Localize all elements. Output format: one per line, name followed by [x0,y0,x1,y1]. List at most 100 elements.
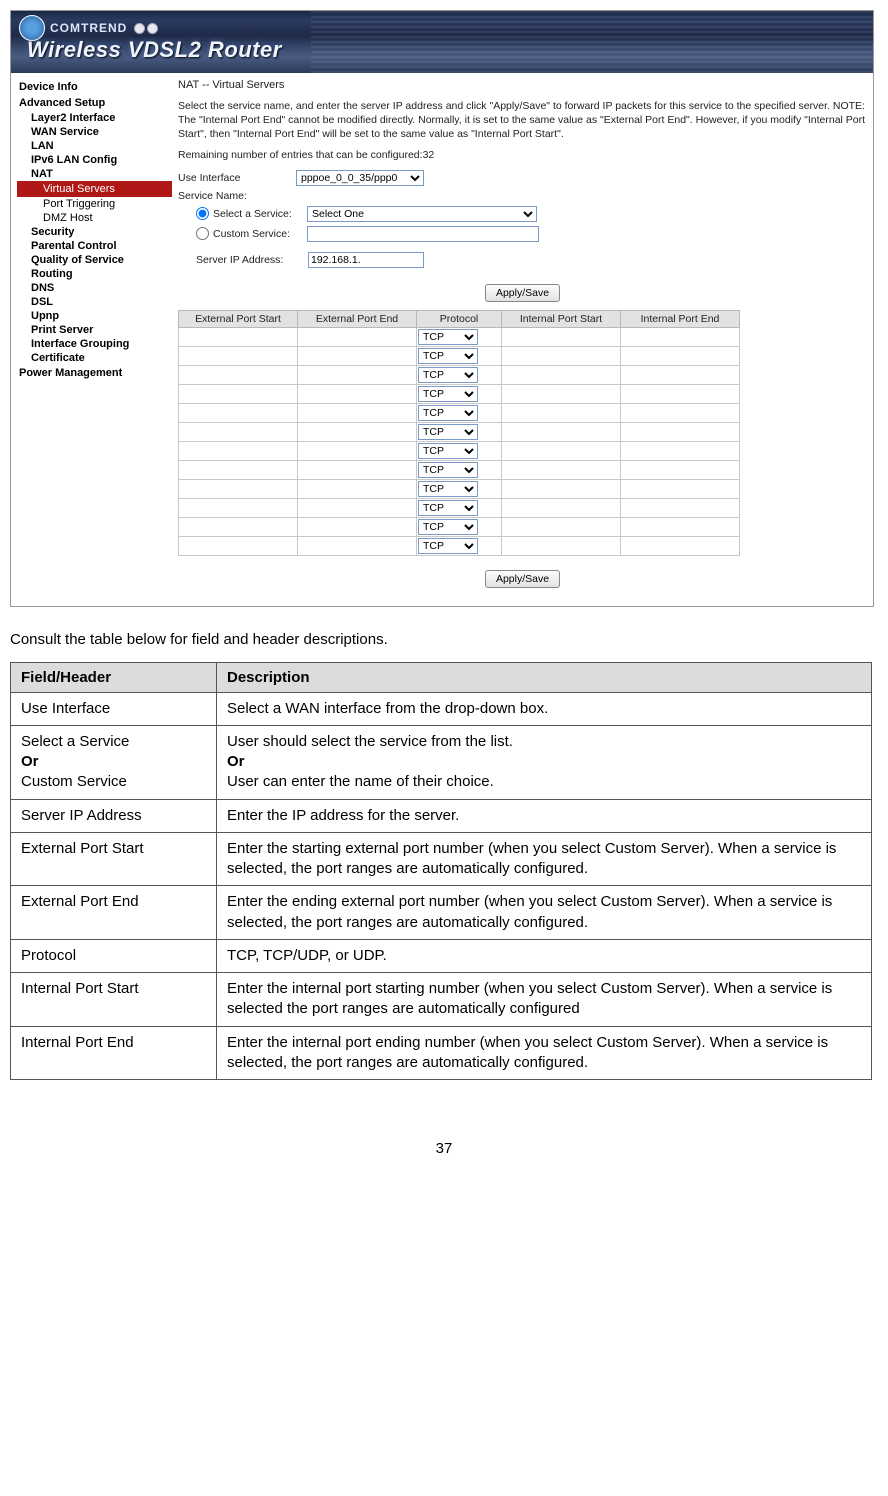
select-service-radio[interactable] [196,207,209,220]
port-input[interactable] [179,442,297,459]
protocol-select[interactable]: TCP [418,329,478,345]
nav-item-nat[interactable]: NAT [17,167,172,181]
port-input[interactable] [179,423,297,440]
port-input[interactable] [502,404,620,421]
port-input[interactable] [621,499,739,516]
port-input[interactable] [179,328,297,345]
protocol-select[interactable]: TCP [418,538,478,554]
port-input[interactable] [621,385,739,402]
nav-item-quality-of-service[interactable]: Quality of Service [17,253,172,267]
port-input[interactable] [298,480,416,497]
port-input[interactable] [621,480,739,497]
nav-item-ipv6-lan-config[interactable]: IPv6 LAN Config [17,153,172,167]
port-input[interactable] [179,480,297,497]
port-input[interactable] [179,404,297,421]
protocol-select[interactable]: TCP [418,424,478,440]
port-input[interactable] [179,385,297,402]
port-input[interactable] [621,461,739,478]
desc-description: Enter the internal port ending number (w… [217,1026,872,1080]
port-input[interactable] [502,461,620,478]
nav-item-power-management[interactable]: Power Management [17,365,172,381]
port-input[interactable] [502,480,620,497]
port-input[interactable] [298,442,416,459]
doc-intro: Consult the table below for field and he… [10,631,878,648]
port-input[interactable] [179,537,297,554]
port-input[interactable] [621,442,739,459]
ports-row: TCP [179,403,740,422]
port-input[interactable] [502,442,620,459]
use-interface-select[interactable]: pppoe_0_0_35/ppp0 [296,170,424,186]
nav-item-virtual-servers[interactable]: Virtual Servers [17,181,172,197]
server-ip-input[interactable] [308,252,424,268]
protocol-select[interactable]: TCP [418,386,478,402]
port-input[interactable] [298,423,416,440]
protocol-select[interactable]: TCP [418,367,478,383]
custom-service-input[interactable] [307,226,539,242]
port-input[interactable] [502,385,620,402]
port-input[interactable] [502,366,620,383]
protocol-select[interactable]: TCP [418,500,478,516]
nav-item-dns[interactable]: DNS [17,281,172,295]
port-input[interactable] [621,328,739,345]
nav-item-wan-service[interactable]: WAN Service [17,125,172,139]
nav-item-lan[interactable]: LAN [17,139,172,153]
port-input[interactable] [298,347,416,364]
port-input[interactable] [179,347,297,364]
port-input[interactable] [179,461,297,478]
port-input[interactable] [502,347,620,364]
protocol-select[interactable]: TCP [418,519,478,535]
nav-item-certificate[interactable]: Certificate [17,351,172,365]
port-input[interactable] [502,423,620,440]
port-input[interactable] [298,404,416,421]
nav-item-print-server[interactable]: Print Server [17,323,172,337]
port-input[interactable] [298,366,416,383]
protocol-select[interactable]: TCP [418,405,478,421]
port-input[interactable] [621,347,739,364]
custom-service-radio[interactable] [196,227,209,240]
nav-item-dsl[interactable]: DSL [17,295,172,309]
desc-th-field: Field/Header [11,662,217,692]
ports-header: External Port End [298,310,417,327]
brand-text: COMTREND [50,21,127,35]
apply-save-button-bottom[interactable]: Apply/Save [485,570,560,588]
nav-item-security[interactable]: Security [17,225,172,239]
port-input[interactable] [621,366,739,383]
port-input[interactable] [621,404,739,421]
main-content: NAT -- Virtual Servers Select the servic… [172,73,873,606]
nav-item-layer2-interface[interactable]: Layer2 Interface [17,111,172,125]
port-input[interactable] [179,518,297,535]
port-input[interactable] [621,518,739,535]
nav-item-upnp[interactable]: Upnp [17,309,172,323]
port-input[interactable] [298,461,416,478]
nav-item-device-info[interactable]: Device Info [17,79,172,95]
port-input[interactable] [502,328,620,345]
protocol-select[interactable]: TCP [418,481,478,497]
protocol-select[interactable]: TCP [418,443,478,459]
port-input[interactable] [621,423,739,440]
protocol-select[interactable]: TCP [418,348,478,364]
port-input[interactable] [502,537,620,554]
desc-description: User should select the service from the … [217,725,872,799]
port-input[interactable] [298,328,416,345]
port-input[interactable] [298,537,416,554]
nav-item-port-triggering[interactable]: Port Triggering [17,197,172,211]
port-input[interactable] [298,518,416,535]
nav-item-parental-control[interactable]: Parental Control [17,239,172,253]
port-input[interactable] [621,537,739,554]
select-service-dropdown[interactable]: Select One [307,206,537,222]
nav-item-advanced-setup[interactable]: Advanced Setup [17,95,172,111]
port-input[interactable] [298,499,416,516]
desc-row: External Port EndEnter the ending extern… [11,886,872,940]
protocol-select[interactable]: TCP [418,462,478,478]
service-name-label: Service Name: [178,190,296,202]
port-input[interactable] [502,499,620,516]
nav-item-dmz-host[interactable]: DMZ Host [17,211,172,225]
nav-item-routing[interactable]: Routing [17,267,172,281]
port-input[interactable] [179,499,297,516]
nav-item-interface-grouping[interactable]: Interface Grouping [17,337,172,351]
port-input[interactable] [298,385,416,402]
port-input[interactable] [502,518,620,535]
desc-field: Internal Port End [11,1026,217,1080]
port-input[interactable] [179,366,297,383]
apply-save-button-top[interactable]: Apply/Save [485,284,560,302]
